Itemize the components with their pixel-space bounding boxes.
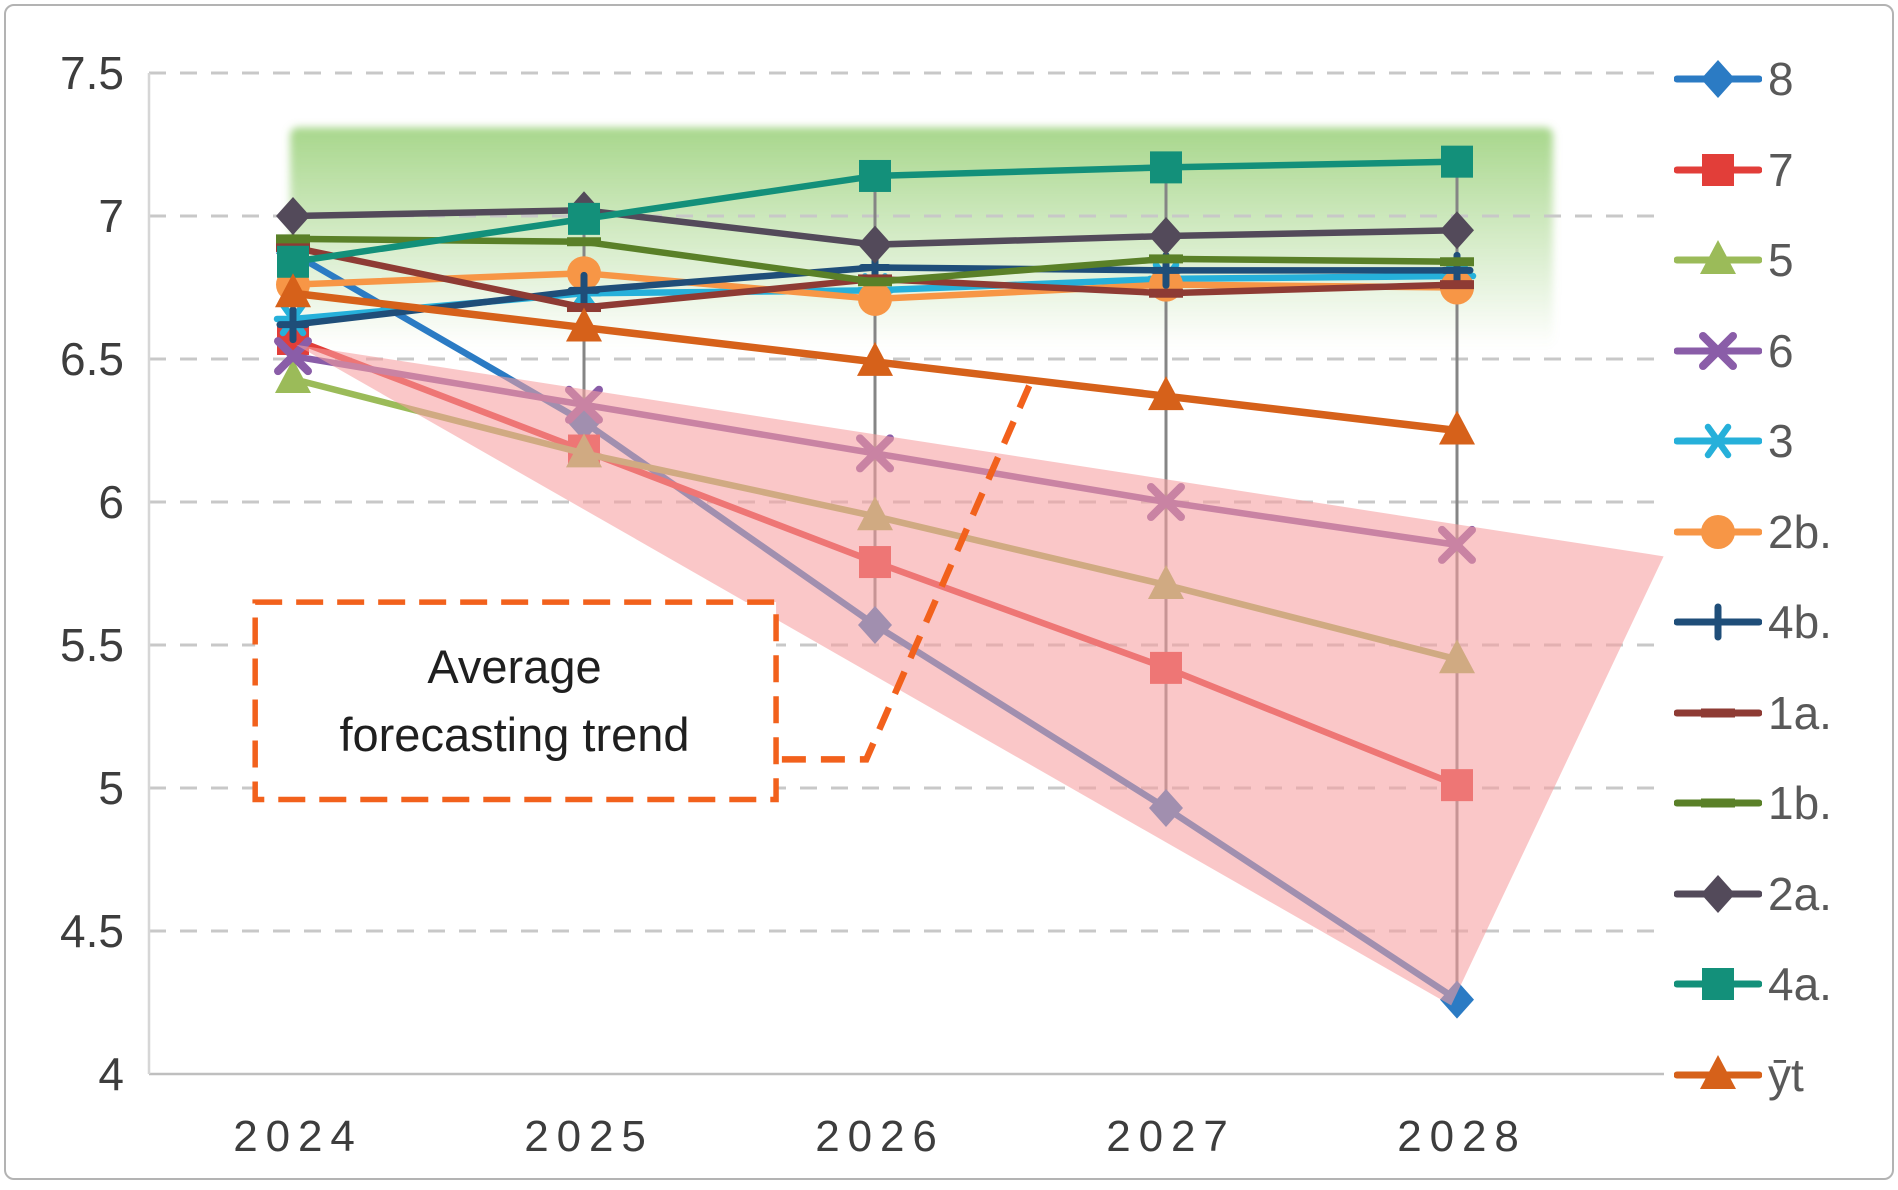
legend-label: 4a. xyxy=(1768,958,1832,1010)
legend-marker-dash-icon xyxy=(1674,798,1762,808)
series-4a xyxy=(277,145,1473,278)
line-chart xyxy=(147,71,1664,1076)
legend-label: 6 xyxy=(1768,324,1794,377)
x-tick-label: 2026 xyxy=(815,1112,945,1161)
legend-item-1b: 1b. xyxy=(1674,768,1832,838)
figure-frame: 7.5 7 6.5 6 5.5 5 4.5 4 2024 2025 2026 2027 2028 8 … xyxy=(4,4,1894,1180)
y-tick-label: 7.5 xyxy=(60,47,124,99)
legend-marker-square-icon xyxy=(1674,153,1762,186)
series-ȳt xyxy=(275,273,1475,445)
y-tick-label: 6.5 xyxy=(60,333,124,385)
legend-label: 2a. xyxy=(1768,867,1832,920)
x-tick-label: 2027 xyxy=(1106,1112,1236,1161)
legend-item-ȳt: ȳt xyxy=(1674,1040,1804,1110)
legend-label: 1b. xyxy=(1768,777,1832,829)
annotation-line-1: Average xyxy=(427,640,602,693)
series-1b xyxy=(276,234,1474,287)
legend-item-3: 3 xyxy=(1674,406,1794,476)
legend-label: 5 xyxy=(1768,234,1794,286)
y-tick-label: 7 xyxy=(98,190,124,242)
legend-marker-triangle-icon xyxy=(1674,240,1762,274)
x-tick-label: 2024 xyxy=(233,1112,363,1161)
legend-marker-square-icon xyxy=(1674,968,1762,1000)
x-tick-label: 2025 xyxy=(524,1112,654,1161)
legend-item-6: 6 xyxy=(1674,316,1794,386)
annotation-line-2: forecasting trend xyxy=(339,708,690,761)
y-tick-label: 5.5 xyxy=(60,619,124,671)
legend-label: 2b. xyxy=(1768,505,1832,558)
pink-forecast-wedge xyxy=(295,344,1664,1006)
y-tick-label: 6 xyxy=(98,476,124,528)
legend-marker-x-icon xyxy=(1674,331,1762,370)
series-2a xyxy=(276,191,1474,264)
legend-label: 4b. xyxy=(1768,596,1832,648)
legend-marker-circle-icon xyxy=(1674,514,1762,549)
legend-marker-triangle-icon xyxy=(1674,1054,1762,1089)
annotation-box-border xyxy=(252,599,779,803)
legend-item-2a: 2a. xyxy=(1674,859,1832,929)
legend-marker-diamond-icon xyxy=(1674,60,1762,98)
legend-item-2b: 2b. xyxy=(1674,497,1832,567)
average-forecast-annotation: Average forecasting trend xyxy=(254,603,775,799)
annotation-leader-line xyxy=(781,377,1036,763)
y-tick-label: 4.5 xyxy=(60,905,124,957)
legend-marker-star-icon xyxy=(1674,423,1762,459)
legend-label: 7 xyxy=(1768,143,1794,196)
legend-item-7: 7 xyxy=(1674,135,1794,205)
legend-item-8: 8 xyxy=(1674,44,1794,114)
legend-item-4a: 4a. xyxy=(1674,949,1832,1019)
legend-item-1a: 1a. xyxy=(1674,678,1832,748)
legend-label: 3 xyxy=(1768,415,1794,467)
legend-marker-plus-icon xyxy=(1674,603,1762,641)
legend-marker-diamond-icon xyxy=(1674,874,1762,913)
legend-label: ȳt xyxy=(1768,1048,1804,1101)
legend-marker-dash-icon xyxy=(1674,708,1762,717)
legend-item-5: 5 xyxy=(1674,225,1794,295)
legend-label: 8 xyxy=(1768,53,1794,105)
legend-item-4b: 4b. xyxy=(1674,587,1832,657)
legend-label: 1a. xyxy=(1768,686,1832,739)
y-tick-label: 4 xyxy=(98,1048,124,1100)
y-tick-label: 5 xyxy=(98,762,124,814)
x-tick-label: 2028 xyxy=(1397,1112,1527,1161)
